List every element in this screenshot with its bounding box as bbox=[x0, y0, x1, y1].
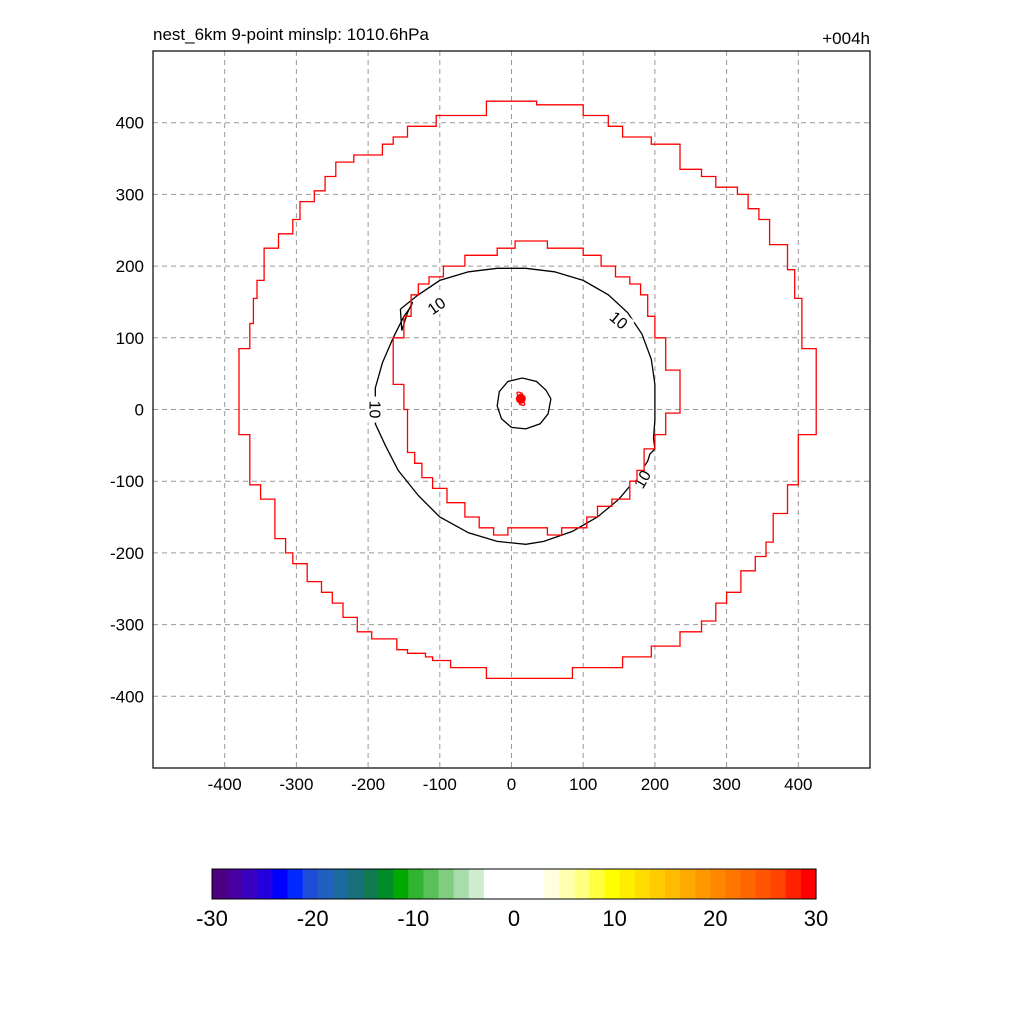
colorbar-cell bbox=[453, 869, 470, 899]
colorbar-cell bbox=[287, 869, 304, 899]
colorbar-cell bbox=[529, 869, 545, 899]
colorbar-frame bbox=[211, 868, 817, 900]
colorbar-cell bbox=[619, 869, 636, 899]
contour-label-bg bbox=[627, 463, 657, 495]
contour-label-bg bbox=[420, 290, 453, 321]
y-tick-label: 200 bbox=[116, 257, 144, 276]
colorbar-tick-label: 30 bbox=[804, 906, 828, 931]
colorbar-cell bbox=[378, 869, 394, 899]
colorbar-cell bbox=[785, 869, 802, 899]
x-tick-label: 100 bbox=[569, 775, 597, 794]
colorbar-cell bbox=[498, 869, 515, 899]
colorbar-cell bbox=[544, 869, 560, 899]
contour-label-bg bbox=[603, 304, 635, 336]
x-axis-ticks: -400 -300 -200 -100 0 100 200 300 400 bbox=[208, 775, 813, 794]
colorbar-cell bbox=[740, 869, 757, 899]
storm-center-dot bbox=[515, 393, 526, 404]
colorbar-tick-label: -30 bbox=[196, 906, 228, 931]
colorbar-cell bbox=[483, 869, 500, 899]
grid-lines bbox=[153, 51, 870, 768]
colorbar-cell bbox=[363, 869, 379, 899]
colorbar-tick-label: -10 bbox=[397, 906, 429, 931]
colorbar-cell bbox=[559, 869, 575, 899]
colorbar-cell bbox=[665, 869, 681, 899]
colorbar-cell bbox=[800, 869, 817, 899]
colorbar-cell bbox=[514, 869, 530, 899]
y-tick-label: -400 bbox=[110, 687, 144, 706]
hurricane-symbol-icon bbox=[516, 391, 524, 397]
y-tick-label: -200 bbox=[110, 544, 144, 563]
colorbar-cell bbox=[302, 869, 319, 899]
colorbar-tick-label: 0 bbox=[508, 906, 520, 931]
colorbar-cell bbox=[272, 869, 289, 899]
colorbar-cell bbox=[332, 869, 349, 899]
colorbar-cell bbox=[408, 869, 424, 899]
y-tick-label: -100 bbox=[110, 472, 144, 491]
plot-background bbox=[153, 51, 870, 768]
colorbar-cell bbox=[770, 869, 787, 899]
contour-line-3 bbox=[392, 240, 681, 536]
colorbar-tick-labels: -30 -20 -10 0 10 20 30 bbox=[196, 906, 828, 931]
x-tick-label: -100 bbox=[423, 775, 457, 794]
x-tick-label: -300 bbox=[279, 775, 313, 794]
x-tick-label: -200 bbox=[351, 775, 385, 794]
colorbar-cell bbox=[468, 869, 485, 899]
x-tick-label: 400 bbox=[784, 775, 812, 794]
colorbar-cell bbox=[212, 869, 228, 899]
colorbar-cell bbox=[634, 869, 651, 899]
plot-frame bbox=[152, 50, 871, 769]
colorbar-cell bbox=[710, 869, 726, 899]
storm-center bbox=[515, 391, 526, 406]
x-tick-label: 0 bbox=[507, 775, 516, 794]
colorbar-cell bbox=[423, 869, 440, 899]
chart-title: nest_6km 9-point minslp: 1010.6hPa bbox=[153, 25, 429, 44]
hurricane-symbol-tail bbox=[518, 401, 526, 406]
colorbar-cell bbox=[317, 869, 334, 899]
contour-line-0 bbox=[374, 267, 656, 545]
contour-label-bg bbox=[366, 396, 385, 423]
contour-line-2 bbox=[238, 100, 817, 680]
colorbar-cell bbox=[589, 869, 606, 899]
colorbar-cell bbox=[725, 869, 742, 899]
x-tick-label: -400 bbox=[208, 775, 242, 794]
colorbar-cell bbox=[680, 869, 696, 899]
y-axis-ticks: 400 300 200 100 0 -100 -200 -300 -400 bbox=[110, 114, 144, 707]
x-tick-label: 300 bbox=[712, 775, 740, 794]
colorbar-cell bbox=[347, 869, 364, 899]
contour-label: 10 bbox=[365, 401, 382, 419]
y-tick-label: 400 bbox=[116, 114, 144, 133]
colorbar-cell bbox=[242, 869, 258, 899]
y-tick-label: 100 bbox=[116, 329, 144, 348]
colorbar-cell bbox=[574, 869, 591, 899]
colorbar-cells bbox=[212, 869, 817, 899]
colorbar-tick-label: 10 bbox=[602, 906, 626, 931]
colorbar-cell bbox=[649, 869, 666, 899]
colorbar-cell bbox=[257, 869, 273, 899]
contour-line-1 bbox=[496, 377, 552, 430]
y-tick-label: -300 bbox=[110, 616, 144, 635]
colorbar-cell bbox=[604, 869, 621, 899]
colorbar-cell bbox=[695, 869, 711, 899]
colorbar-tick-label: 20 bbox=[703, 906, 727, 931]
colorbar-cell bbox=[438, 869, 455, 899]
colorbar-cell bbox=[393, 869, 409, 899]
colorbar-tick-label: -20 bbox=[297, 906, 329, 931]
colorbar: -30 -20 -10 0 10 20 30 bbox=[196, 868, 828, 931]
y-tick-label: 0 bbox=[135, 401, 144, 420]
colorbar-cell bbox=[227, 869, 243, 899]
forecast-hour-label: +004h bbox=[822, 29, 870, 48]
colorbar-cell bbox=[755, 869, 772, 899]
y-tick-label: 300 bbox=[116, 185, 144, 204]
x-tick-label: 200 bbox=[641, 775, 669, 794]
